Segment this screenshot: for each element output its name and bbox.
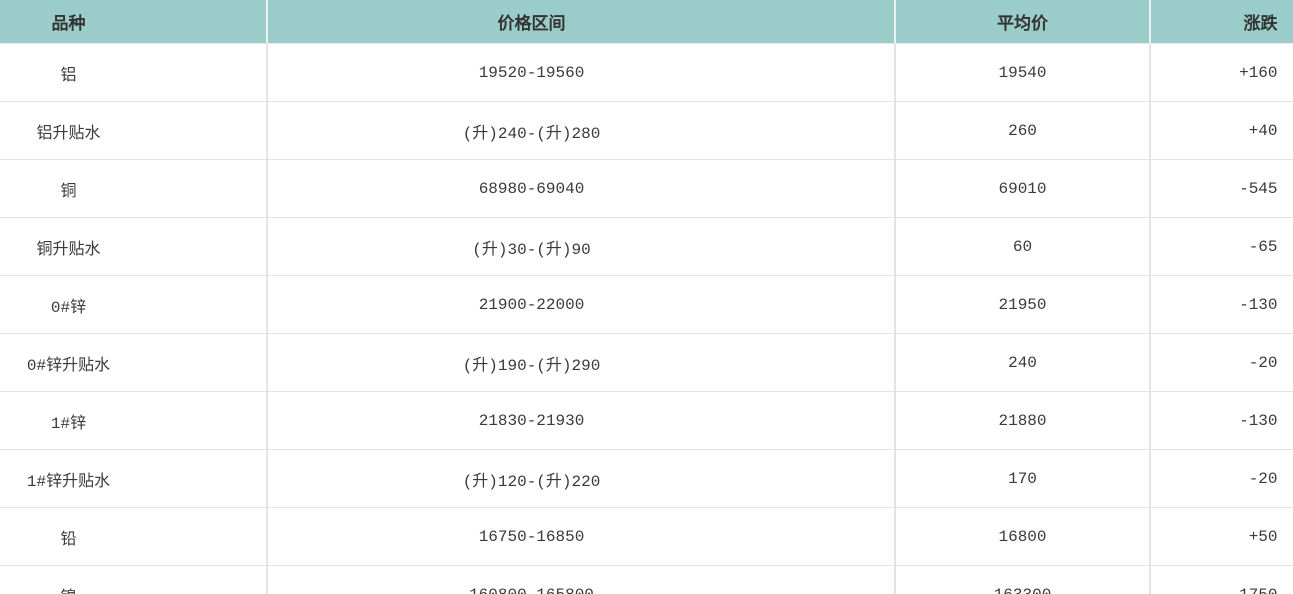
header-row: 品种 价格区间 平均价 涨跌 <box>0 0 1293 44</box>
cell-variety: 铅 <box>0 507 267 566</box>
cell-variety: 1#锌升贴水 <box>0 449 267 508</box>
table-body: 铝 19520-19560 19540 +160 铝升贴水 (升)240-(升)… <box>0 43 1293 594</box>
cell-change: +160 <box>1149 43 1293 102</box>
cell-price-range: 19520-19560 <box>266 43 895 102</box>
cell-variety: 铝 <box>0 43 267 102</box>
table-row: 1#锌 21830-21930 21880 -130 <box>0 391 1293 450</box>
table-row: 铅 16750-16850 16800 +50 <box>0 507 1293 566</box>
cell-variety: 0#锌升贴水 <box>0 333 267 392</box>
cell-variety: 铜升贴水 <box>0 217 267 276</box>
table-row: 镍 160800-165800 163300 -1750 <box>0 565 1293 594</box>
cell-average-price: 69010 <box>894 159 1150 218</box>
cell-variety: 铝升贴水 <box>0 101 267 160</box>
cell-price-range: 16750-16850 <box>266 507 895 566</box>
cell-change: +40 <box>1149 101 1293 160</box>
table-row: 铝升贴水 (升)240-(升)280 260 +40 <box>0 101 1293 160</box>
cell-average-price: 260 <box>894 101 1150 160</box>
cell-variety: 1#锌 <box>0 391 267 450</box>
cell-price-range: 21900-22000 <box>266 275 895 334</box>
cell-average-price: 21950 <box>894 275 1150 334</box>
column-header-variety: 品种 <box>0 0 267 44</box>
cell-average-price: 16800 <box>894 507 1150 566</box>
cell-change: -1750 <box>1149 565 1293 594</box>
table-row: 铝 19520-19560 19540 +160 <box>0 43 1293 102</box>
cell-change: -20 <box>1149 333 1293 392</box>
cell-change: -130 <box>1149 275 1293 334</box>
cell-variety: 镍 <box>0 565 267 594</box>
table-row: 0#锌升贴水 (升)190-(升)290 240 -20 <box>0 333 1293 392</box>
cell-average-price: 163300 <box>894 565 1150 594</box>
cell-change: -130 <box>1149 391 1293 450</box>
column-header-change: 涨跌 <box>1149 0 1293 44</box>
cell-price-range: 68980-69040 <box>266 159 895 218</box>
cell-average-price: 240 <box>894 333 1150 392</box>
cell-average-price: 170 <box>894 449 1150 508</box>
cell-change: +50 <box>1149 507 1293 566</box>
cell-price-range: 21830-21930 <box>266 391 895 450</box>
cell-variety: 铜 <box>0 159 267 218</box>
cell-price-range: (升)190-(升)290 <box>266 333 895 392</box>
cell-variety: 0#锌 <box>0 275 267 334</box>
column-header-average-price: 平均价 <box>894 0 1150 44</box>
cell-average-price: 21880 <box>894 391 1150 450</box>
column-header-price-range: 价格区间 <box>266 0 895 44</box>
cell-price-range: (升)240-(升)280 <box>266 101 895 160</box>
table-header: 品种 价格区间 平均价 涨跌 <box>0 0 1293 44</box>
table-row: 0#锌 21900-22000 21950 -130 <box>0 275 1293 334</box>
table-row: 铜 68980-69040 69010 -545 <box>0 159 1293 218</box>
table-row: 铜升贴水 (升)30-(升)90 60 -65 <box>0 217 1293 276</box>
cell-average-price: 19540 <box>894 43 1150 102</box>
cell-change: -545 <box>1149 159 1293 218</box>
cell-price-range: (升)120-(升)220 <box>266 449 895 508</box>
cell-average-price: 60 <box>894 217 1150 276</box>
cell-price-range: 160800-165800 <box>266 565 895 594</box>
cell-change: -20 <box>1149 449 1293 508</box>
cell-price-range: (升)30-(升)90 <box>266 217 895 276</box>
table-row: 1#锌升贴水 (升)120-(升)220 170 -20 <box>0 449 1293 508</box>
cell-change: -65 <box>1149 217 1293 276</box>
